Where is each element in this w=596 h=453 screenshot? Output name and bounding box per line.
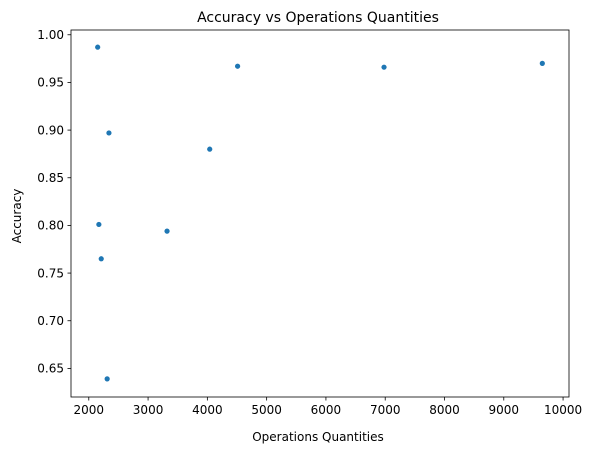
data-point (106, 130, 112, 136)
y-axis-ticks: 0.65 0.70 0.75 0.80 0.85 0.90 0.95 1.00 (37, 28, 71, 376)
data-point (96, 221, 102, 228)
x-axis-label: Operations Quantities (252, 430, 384, 444)
y-tick-label: 0.75 (37, 266, 64, 280)
x-tick-label: 5000 (251, 403, 282, 417)
y-tick-label: 0.95 (37, 76, 64, 90)
x-tick-label: 2000 (74, 403, 105, 417)
data-point (207, 146, 213, 152)
plot-border (70, 29, 570, 398)
chart-title: Accuracy vs Operations Quantities (197, 10, 439, 26)
y-tick-label: 0.65 (37, 362, 64, 376)
data-point (539, 60, 545, 66)
x-tick-label: 8000 (429, 403, 460, 417)
x-tick-label: 6000 (311, 403, 342, 417)
x-tick-label: 7000 (370, 403, 401, 417)
x-tick-label: 3000 (133, 403, 164, 417)
x-tick-label: 10000 (544, 403, 582, 417)
y-axis-label: Accuracy (10, 189, 24, 244)
plot-frame (70, 29, 570, 398)
data-points (95, 44, 545, 382)
x-tick-label: 9000 (489, 403, 520, 417)
data-point (95, 44, 101, 50)
data-point (104, 376, 110, 382)
data-point (381, 64, 387, 70)
y-tick-label: 0.90 (37, 123, 64, 137)
x-axis-ticks: 2000 3000 4000 5000 6000 7000 8000 9000 10000 (74, 397, 582, 417)
data-point (164, 228, 170, 234)
x-tick-label: 4000 (192, 403, 223, 417)
y-tick-label: 0.85 (37, 171, 64, 185)
y-tick-label: 1.00 (37, 28, 64, 42)
data-point (98, 256, 104, 262)
data-point (234, 63, 241, 69)
y-tick-label: 0.80 (37, 219, 64, 233)
y-tick-label: 0.70 (37, 314, 64, 328)
